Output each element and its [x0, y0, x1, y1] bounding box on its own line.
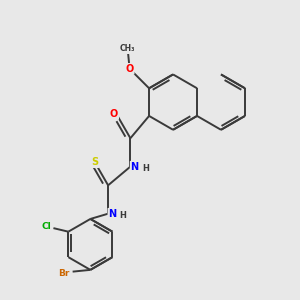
Text: S: S: [91, 157, 98, 167]
Text: N: N: [108, 209, 116, 219]
Text: Cl: Cl: [41, 222, 51, 231]
Text: CH₃: CH₃: [120, 44, 136, 53]
Text: H: H: [142, 164, 149, 173]
Text: N: N: [130, 162, 139, 172]
Text: O: O: [110, 109, 118, 119]
Text: O: O: [125, 64, 134, 74]
Text: H: H: [120, 211, 126, 220]
Text: Br: Br: [58, 269, 70, 278]
